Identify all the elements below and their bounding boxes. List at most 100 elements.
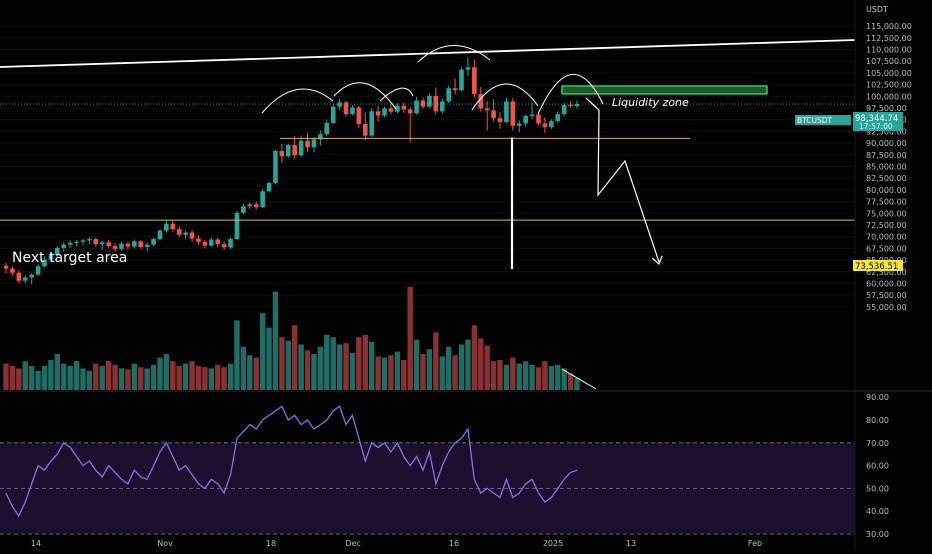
last-price-value: 98,344.74 <box>855 114 898 124</box>
candle-body <box>459 69 464 91</box>
price-tick-label: 82,500.00 <box>866 174 907 183</box>
volume-trendline <box>561 368 597 390</box>
price-tick-label: 72,500.00 <box>866 221 907 230</box>
time-tick-label: Dec <box>345 539 360 548</box>
price-tick-label: 85,000.00 <box>866 163 907 172</box>
candle-body <box>330 106 336 123</box>
projected-path <box>585 97 660 263</box>
price-tick-label: 112,500.00 <box>866 34 912 43</box>
candle-body <box>176 229 182 235</box>
volume-bar <box>131 363 138 390</box>
candle-body <box>285 144 291 157</box>
volume-bars <box>3 286 580 390</box>
candle-body <box>472 67 477 94</box>
candle-body <box>29 274 34 278</box>
volume-bar <box>452 355 458 390</box>
candle-body <box>375 111 381 116</box>
grid-lines <box>0 25 855 308</box>
pattern-arc <box>471 83 539 111</box>
volume-bar <box>458 344 465 390</box>
volume-bar <box>298 344 304 390</box>
volume-bar <box>503 364 510 390</box>
volume-bar <box>182 363 189 390</box>
candle-body <box>208 239 214 246</box>
volume-bar <box>369 342 375 390</box>
candle-body <box>170 223 176 230</box>
candle-body <box>144 244 150 247</box>
drawings <box>0 39 856 390</box>
volume-bar <box>150 364 157 390</box>
price-tick-label: 80,000.00 <box>866 186 907 195</box>
candle-body <box>311 139 317 148</box>
volume-bar <box>80 368 86 390</box>
candle-body <box>574 104 580 107</box>
candle-body <box>80 240 86 242</box>
candle-body <box>388 108 394 112</box>
candle-body <box>273 151 278 183</box>
volume-bar <box>9 366 16 390</box>
candle-body <box>542 123 548 128</box>
pattern-arc <box>261 88 334 114</box>
candle-body <box>157 230 163 240</box>
volume-bar <box>490 361 497 390</box>
time-tick-label: Nov <box>157 539 173 548</box>
volume-bar <box>413 339 420 390</box>
volume-bar <box>3 363 9 390</box>
candle-body <box>407 109 413 114</box>
volume-bar <box>330 337 336 390</box>
price-tick-label: 62,500.00 <box>866 268 907 277</box>
last-price-badge <box>853 112 903 131</box>
volume-bar <box>561 368 567 390</box>
rsi-panel <box>0 405 855 535</box>
volume-bar <box>426 349 433 390</box>
rsi-tick-label: 40.00 <box>866 507 889 516</box>
candle-body <box>234 212 240 240</box>
candle-body <box>119 243 124 249</box>
volume-bar <box>292 325 298 390</box>
liquidity-zone-box <box>561 85 768 95</box>
price-tick-label: 100,000.00 <box>866 92 912 101</box>
volume-bar <box>484 345 490 390</box>
price-tick-label: 60,000.00 <box>866 280 907 289</box>
candle-body <box>61 244 67 248</box>
candle-body <box>433 95 439 112</box>
price-tick-label: 115,000.00 <box>866 22 912 31</box>
volume-bar <box>138 367 144 390</box>
price-tick-label: 57,500.00 <box>866 291 907 300</box>
price-tick-label: 67,500.00 <box>866 244 907 253</box>
candle-body <box>67 242 73 245</box>
volume-bar <box>535 367 542 390</box>
upper-trendline <box>0 39 856 68</box>
volume-bar <box>227 363 234 390</box>
candle-body <box>414 100 419 114</box>
rsi-tick-label: 70.00 <box>866 439 889 448</box>
candle-body <box>35 266 41 275</box>
rsi-tick-label: 50.00 <box>866 484 889 493</box>
candle-body <box>318 134 323 140</box>
volume-bar <box>125 369 131 390</box>
candle-body <box>523 115 528 124</box>
candle-body <box>465 67 471 70</box>
volume-bar <box>548 366 555 390</box>
time-tick-label: 13 <box>626 539 636 548</box>
candle-body <box>427 95 432 107</box>
price-tick-label: 77,500.00 <box>866 198 907 207</box>
candle-body <box>510 101 516 126</box>
candle-body <box>395 105 400 112</box>
candle-body <box>55 247 60 255</box>
volume-bar <box>176 366 182 390</box>
currency-label: USDT <box>866 5 888 14</box>
target-price-badge <box>853 260 903 271</box>
volume-bar <box>567 373 574 390</box>
candle-body <box>3 265 9 269</box>
volume-bar <box>317 346 324 390</box>
candle-body <box>478 93 484 109</box>
volume-bar <box>105 361 112 390</box>
candle-body <box>497 118 503 123</box>
volume-bar <box>478 338 484 390</box>
volume-bar <box>93 363 99 390</box>
rsi-tick-label: 30.00 <box>866 530 889 539</box>
volume-bar <box>471 325 478 390</box>
price-tick-label: 55,000.00 <box>866 303 907 312</box>
